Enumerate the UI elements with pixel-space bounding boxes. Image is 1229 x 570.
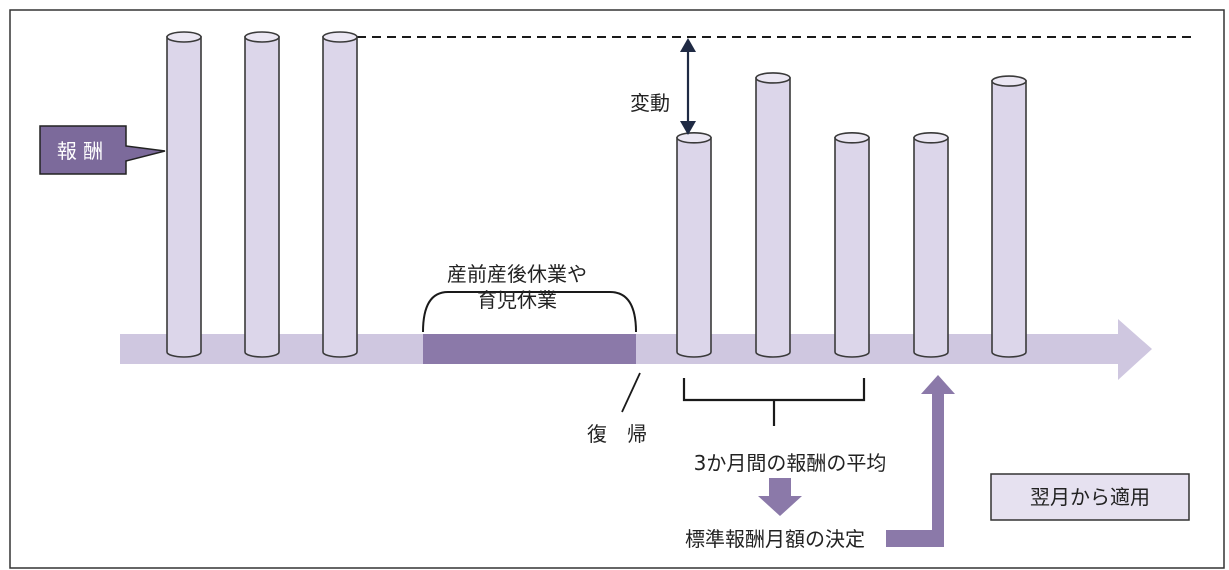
bar-top [834, 132, 870, 144]
bar-body [322, 36, 358, 358]
average-label: 3か月間の報酬の平均 [694, 451, 887, 475]
remuneration-bar [913, 132, 949, 358]
decision-label: 標準報酬月額の決定 [685, 527, 865, 551]
remuneration-bar [322, 31, 358, 358]
bar-body [834, 137, 870, 358]
bar-top [991, 75, 1027, 87]
fluctuation-label: 変動 [630, 91, 670, 115]
bar-body [991, 80, 1027, 358]
return-pointer-line [621, 372, 641, 413]
remuneration-bars [166, 31, 1027, 358]
bar-top [755, 72, 791, 84]
apply-box [990, 473, 1190, 521]
apply-elbow-arrow [886, 375, 955, 547]
three-month-brace [682, 378, 866, 426]
remuneration-callout-box [39, 125, 166, 175]
bar-body [913, 137, 949, 358]
bar-top [676, 132, 712, 144]
remuneration-callout: 報 酬 [39, 125, 166, 175]
fluctuation-arrowhead-down [680, 121, 696, 135]
remuneration-bar [755, 72, 791, 358]
leave-period-brace [422, 291, 637, 333]
bar-body [755, 77, 791, 358]
down-arrow-icon [758, 478, 802, 516]
remuneration-bar [991, 75, 1027, 358]
bar-body [244, 36, 280, 358]
remuneration-bar [676, 132, 712, 358]
fluctuation-indicator: 変動 [630, 38, 696, 135]
bar-top [913, 132, 949, 144]
leave-period-block [423, 334, 636, 364]
apply-label: 翌月から適用 [1030, 485, 1150, 509]
bar-top [166, 31, 202, 43]
bar-body [676, 137, 712, 358]
remuneration-bar [166, 31, 202, 358]
bar-body [166, 36, 202, 358]
remuneration-bar [834, 132, 870, 358]
fluctuation-arrowhead-up [680, 38, 696, 52]
timeline-arrowhead [1118, 319, 1152, 380]
leave-label-line1: 産前産後休業や [447, 262, 587, 286]
leave-label-line2: 育児休業 [477, 288, 557, 312]
remuneration-bar [244, 31, 280, 358]
return-label: 復 帰 [587, 422, 647, 446]
bar-top [244, 31, 280, 43]
bar-top [322, 31, 358, 43]
remuneration-label: 報 酬 [57, 139, 103, 163]
